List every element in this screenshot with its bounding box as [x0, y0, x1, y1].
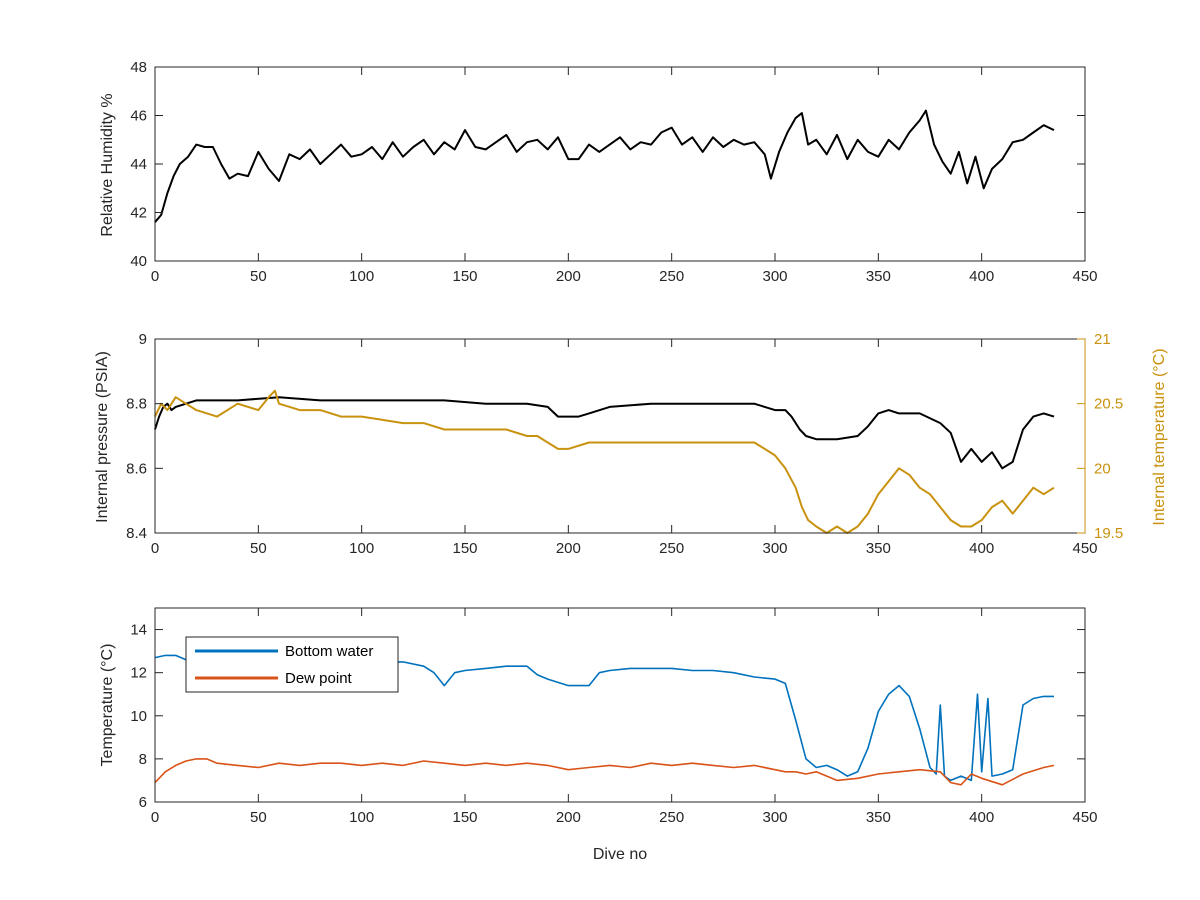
pressure-temperature-panel: 0 50 100 150 200 250 300 350 400 450 8.4 8.6 8.8 9 19.…	[126, 331, 1123, 557]
x-tick-label: 300	[762, 268, 787, 285]
x-tick-label: 150	[452, 540, 477, 557]
x-tick-label: 450	[1072, 540, 1097, 557]
y-tick-label: 14	[130, 622, 147, 639]
y-tick-label-right: 20	[1094, 460, 1111, 477]
x-tick-label: 150	[452, 268, 477, 285]
y-tick-label: 6	[139, 794, 147, 811]
x-tick-label: 450	[1072, 268, 1097, 285]
y-tick-label: 42	[130, 205, 147, 222]
y-tick-label: 48	[130, 59, 147, 76]
axes-frame	[154, 607, 1086, 803]
temperature-y-axis-label: Temperature (°C)	[99, 644, 116, 767]
series-line-panel1-0	[154, 396, 1055, 470]
x-tick-label: 400	[969, 268, 994, 285]
x-tick-label: 300	[762, 809, 787, 826]
x-tick-label: 200	[556, 268, 581, 285]
humidity-y-axis-label: Relative Humidity %	[99, 93, 116, 236]
y-tick-label: 9	[139, 331, 147, 348]
y-tick-label: 8.8	[126, 396, 147, 413]
x-tick-label: 0	[151, 809, 159, 826]
x-tick-label: 250	[659, 268, 684, 285]
x-tick-label: 200	[556, 809, 581, 826]
y-tick-label-right: 21	[1094, 331, 1111, 348]
x-tick-label: 450	[1072, 809, 1097, 826]
y-tick-label: 44	[130, 156, 147, 173]
x-tick-label: 250	[659, 809, 684, 826]
y-tick-label: 8	[139, 751, 147, 768]
x-tick-label: 300	[762, 540, 787, 557]
y-tick-label: 40	[130, 253, 147, 270]
x-tick-label: 250	[659, 540, 684, 557]
series-line-panel1-1	[154, 389, 1055, 534]
y-tick-label: 12	[130, 665, 147, 682]
legend-label-dew-point: Dew point	[285, 670, 353, 687]
x-tick-label: 200	[556, 540, 581, 557]
x-tick-label: 50	[250, 268, 267, 285]
y-tick-label: 8.6	[126, 460, 147, 477]
legend-label-bottom-water: Bottom water	[285, 643, 373, 660]
y-tick-label-right: 20.5	[1094, 396, 1123, 413]
series-line-dew-point	[154, 758, 1055, 786]
x-tick-label: 100	[349, 809, 374, 826]
x-tick-label: 400	[969, 540, 994, 557]
x-tick-label: 100	[349, 540, 374, 557]
series-line-panel0-0	[154, 109, 1055, 223]
legend-box	[185, 636, 399, 693]
x-tick-label: 350	[866, 540, 891, 557]
y-tick-label: 10	[130, 708, 147, 725]
x-tick-label: 0	[151, 268, 159, 285]
humidity-panel: 0 50 100 150 200 250 300 350 400 450 40 42 44 46 48	[130, 59, 1097, 285]
y-tick-label: 8.4	[126, 525, 147, 542]
internal-temperature-y-axis-label: Internal temperature (°C)	[1151, 348, 1168, 525]
x-tick-label: 150	[452, 809, 477, 826]
x-tick-label: 0	[151, 540, 159, 557]
pressure-y-axis-label: Internal pressure (PSIA)	[94, 351, 111, 523]
x-tick-label: 350	[866, 268, 891, 285]
y-tick-label-right: 19.5	[1094, 525, 1123, 542]
y-tick-label: 46	[130, 108, 147, 125]
x-tick-label: 100	[349, 268, 374, 285]
x-tick-label: 400	[969, 809, 994, 826]
legend: Bottom water Dew point	[185, 636, 399, 693]
x-axis-label: Dive no	[593, 846, 647, 863]
x-tick-label: 350	[866, 809, 891, 826]
x-tick-label: 50	[250, 809, 267, 826]
x-tick-label: 50	[250, 540, 267, 557]
